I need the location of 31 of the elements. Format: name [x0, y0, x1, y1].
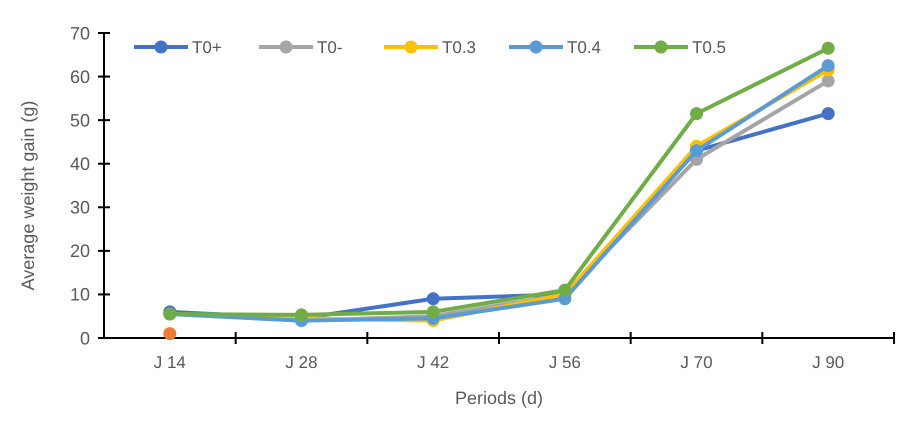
y-tick-label: 70 — [70, 23, 90, 44]
y-tick-label: 40 — [70, 154, 90, 174]
legend-label: T0+ — [192, 38, 222, 57]
legend-label: T0- — [317, 38, 342, 57]
point — [690, 107, 703, 120]
point — [426, 292, 440, 306]
point — [163, 327, 176, 340]
y-tick-label: 0 — [80, 328, 90, 348]
x-tick-label: J 28 — [285, 353, 318, 372]
y-tick-label: 60 — [70, 66, 90, 87]
y-tick-label: 20 — [70, 241, 90, 262]
point — [822, 74, 835, 88]
legend-label: T0.4 — [567, 38, 602, 57]
point — [558, 284, 572, 297]
legend-label: T0.3 — [442, 38, 476, 57]
x-tick-label: J 70 — [680, 353, 713, 372]
point — [822, 59, 835, 72]
legend-label: T0.5 — [692, 38, 726, 57]
y-tick-label: 10 — [70, 284, 90, 305]
point — [822, 107, 835, 120]
x-axis-title: Periods (d) — [454, 388, 544, 408]
x-tick-label: J 14 — [154, 353, 186, 372]
y-tick-label: 50 — [70, 110, 90, 130]
x-tick-label: J 56 — [548, 353, 581, 372]
x-tick-label: J 42 — [417, 353, 450, 372]
point — [822, 42, 835, 55]
y-axis-title: Average weight gain (g) — [18, 100, 38, 290]
x-tick-label: J 90 — [812, 353, 844, 372]
y-tick-label: 30 — [70, 198, 90, 218]
point — [426, 305, 440, 318]
point — [295, 308, 308, 322]
